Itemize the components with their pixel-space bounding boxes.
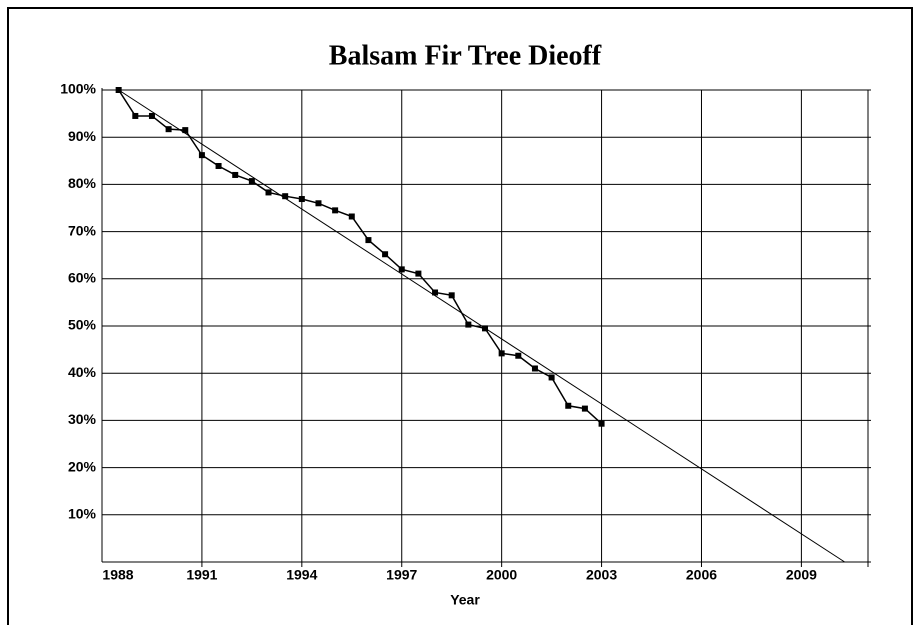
x-tick-label: 1997 xyxy=(386,567,417,583)
x-tick-label: 2009 xyxy=(786,567,817,583)
data-point xyxy=(148,112,155,119)
data-point xyxy=(132,112,139,119)
data-point xyxy=(531,365,538,372)
y-tick-label: 20% xyxy=(68,458,97,474)
data-point xyxy=(182,127,189,134)
data-point xyxy=(398,266,405,273)
data-point xyxy=(232,171,239,178)
data-point xyxy=(382,251,389,258)
data-point xyxy=(265,189,272,196)
data-point xyxy=(598,420,605,427)
x-tick-label: 2006 xyxy=(686,567,717,583)
trend-line xyxy=(118,89,845,563)
y-tick-label: 80% xyxy=(68,175,97,191)
data-point xyxy=(565,402,572,409)
y-tick-label: 70% xyxy=(68,222,97,238)
y-tick-label: 60% xyxy=(68,270,97,286)
data-point xyxy=(581,405,588,412)
data-point xyxy=(298,196,305,203)
data-point xyxy=(248,178,255,185)
data-point xyxy=(348,213,355,220)
data-point xyxy=(282,193,289,200)
data-point xyxy=(448,292,455,299)
data-point xyxy=(365,237,372,244)
x-tick-label: 1988 xyxy=(102,567,133,583)
data-point xyxy=(515,352,522,359)
x-tick-label: 1994 xyxy=(286,567,317,583)
y-tick-label: 50% xyxy=(68,317,97,333)
y-tick-label: 90% xyxy=(68,128,97,144)
data-point xyxy=(482,325,488,332)
data-point xyxy=(465,321,472,328)
y-tick-label: 30% xyxy=(68,411,97,427)
y-tick-label: 40% xyxy=(68,364,97,380)
chart-title: Balsam Fir Tree Dieoff xyxy=(329,40,602,71)
y-tick-label: 100% xyxy=(60,81,96,97)
x-tick-label: 2000 xyxy=(486,567,517,583)
data-point xyxy=(198,152,205,159)
data-point xyxy=(415,270,422,277)
x-tick-label: 2003 xyxy=(586,567,617,583)
data-point xyxy=(548,374,555,381)
x-tick-label: 1991 xyxy=(186,567,217,583)
data-point xyxy=(315,200,322,207)
data-point xyxy=(498,350,505,357)
data-point xyxy=(165,126,172,133)
data-point xyxy=(432,289,439,296)
x-axis-label: Year xyxy=(450,592,480,608)
frame xyxy=(7,7,913,625)
data-point xyxy=(215,162,222,169)
data-point xyxy=(115,87,122,93)
data-point xyxy=(332,207,339,214)
y-tick-label: 10% xyxy=(68,506,97,522)
